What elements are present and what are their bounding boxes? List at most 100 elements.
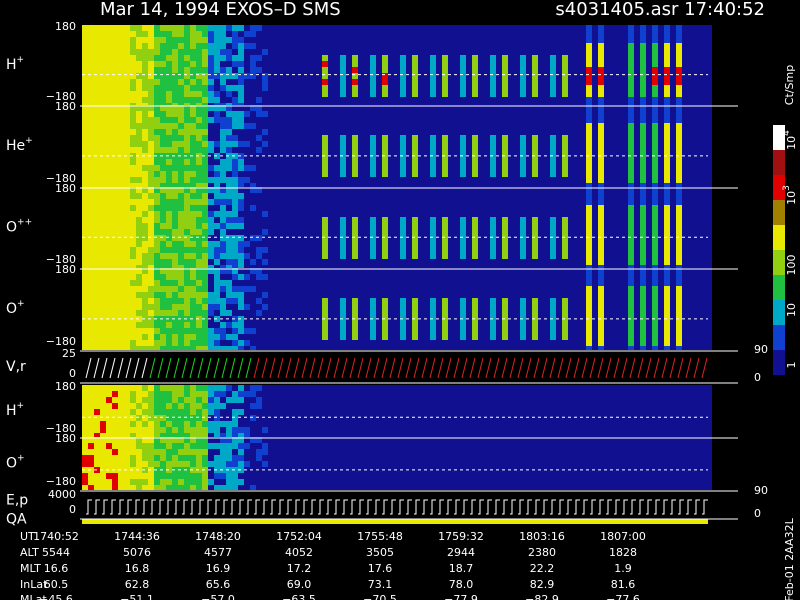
spectrogram-cell	[208, 37, 214, 43]
spectrogram-cell	[472, 129, 478, 135]
spectrogram-cell	[256, 25, 262, 31]
spectrogram-cell	[118, 247, 124, 253]
spectrogram-cell	[412, 141, 418, 147]
spectrogram-cell	[118, 328, 124, 334]
spectrogram-cell	[448, 259, 454, 265]
spectrogram-cell	[682, 187, 688, 193]
spectrogram-cell	[268, 334, 274, 340]
spectrogram-cell	[340, 187, 346, 193]
spectrogram-cell	[190, 235, 196, 241]
spectrogram-cell	[232, 129, 238, 135]
spectrogram-cell	[706, 25, 712, 31]
spectrogram-cell	[610, 217, 616, 223]
spectrogram-cell	[514, 49, 520, 55]
spectrogram-cell	[118, 187, 124, 193]
spectrogram-cell	[334, 183, 340, 187]
spectrogram-cell	[652, 235, 658, 241]
spectrogram-cell	[202, 141, 208, 147]
spectrogram-cell	[232, 259, 238, 265]
spectrogram-cell	[412, 123, 418, 129]
spectrogram-cell	[478, 171, 484, 177]
spectrogram-cell	[202, 346, 208, 350]
spectrogram-cell	[592, 147, 598, 153]
spectrogram-cell	[442, 111, 448, 117]
spectrogram-cell	[490, 79, 496, 85]
spectrogram-cell	[532, 235, 538, 241]
spectrogram-cell	[430, 141, 436, 147]
spectrogram-cell	[214, 91, 220, 97]
spectrogram-cell	[196, 187, 202, 193]
spectrogram-cell	[244, 268, 250, 274]
spectrogram-cell	[100, 103, 106, 105]
spectrogram-cell	[232, 177, 238, 183]
spectrogram-cell	[676, 55, 682, 61]
spectrogram-cell	[352, 193, 358, 199]
spectrogram-cell	[124, 193, 130, 199]
spectrogram-cell	[616, 43, 622, 49]
spectrogram-cell	[370, 177, 376, 183]
spectrogram-cell	[448, 187, 454, 193]
spectrogram-cell	[184, 346, 190, 350]
spectrogram-cell	[448, 91, 454, 97]
spectrogram-cell	[688, 235, 694, 241]
spectrogram-cell	[448, 111, 454, 117]
spectrogram-cell	[154, 247, 160, 253]
spectrogram-cell	[514, 111, 520, 117]
spectrogram-cell	[274, 183, 280, 187]
spectrogram-cell	[370, 61, 376, 67]
spectrogram-cell	[94, 103, 100, 105]
spectrogram-cell	[532, 49, 538, 55]
spectrogram-cell	[568, 37, 574, 43]
spectrogram-cell	[646, 171, 652, 177]
spectrogram-cell	[514, 73, 520, 79]
spectrogram-cell	[490, 165, 496, 171]
spectrogram-cell	[478, 205, 484, 211]
spectrogram-cell	[328, 205, 334, 211]
spectrogram-cell	[322, 97, 328, 103]
spectrogram-cell	[304, 79, 310, 85]
spectrogram-cell	[178, 235, 184, 241]
spectrogram-cell	[232, 265, 238, 268]
spectrogram-cell	[172, 298, 178, 304]
spectrogram-cell	[226, 268, 232, 274]
spectrogram-cell	[94, 25, 100, 31]
spectrogram-cell	[508, 97, 514, 103]
spectrogram-cell	[628, 147, 634, 153]
spectrogram-cell	[88, 187, 94, 193]
spectrogram-cell	[514, 37, 520, 43]
spectrogram-cell	[298, 274, 304, 280]
spectrogram-cell	[82, 259, 88, 265]
spectrogram-cell	[364, 199, 370, 205]
spectrogram-cell	[424, 37, 430, 43]
spectrogram-cell	[316, 247, 322, 253]
spectrogram-cell	[394, 211, 400, 217]
spectrogram-cell	[322, 247, 328, 253]
spectrogram-cell	[484, 217, 490, 223]
spectrogram-cell	[142, 147, 148, 153]
spectrogram-cell	[622, 171, 628, 177]
spectrogram-cell	[250, 129, 256, 135]
spectrogram-cell	[466, 217, 472, 223]
spectrogram-cell	[88, 286, 94, 292]
spectrogram-cell	[88, 205, 94, 211]
spectrogram-cell	[490, 205, 496, 211]
spectrogram-cell	[292, 346, 298, 350]
spectrogram-cell	[142, 241, 148, 247]
spectrogram-cell	[430, 97, 436, 103]
spectrogram-cell	[94, 292, 100, 298]
spectrogram-cell	[370, 129, 376, 135]
spectrogram-cell	[670, 159, 676, 165]
spectrogram-cell	[142, 123, 148, 129]
spectrogram-cell	[280, 211, 286, 217]
spectrogram-cell	[274, 79, 280, 85]
spectrogram-cell	[304, 25, 310, 31]
spectrogram-cell	[364, 111, 370, 117]
spectrogram-cell	[400, 37, 406, 43]
spectrogram-cell	[346, 123, 352, 129]
spectrogram-cell	[250, 31, 256, 37]
spectrogram-cell	[640, 253, 646, 259]
spectrogram-cell	[364, 61, 370, 67]
spectrogram-cell	[226, 111, 232, 117]
spectrogram-cell	[508, 43, 514, 49]
spectrogram-cell	[196, 25, 202, 31]
